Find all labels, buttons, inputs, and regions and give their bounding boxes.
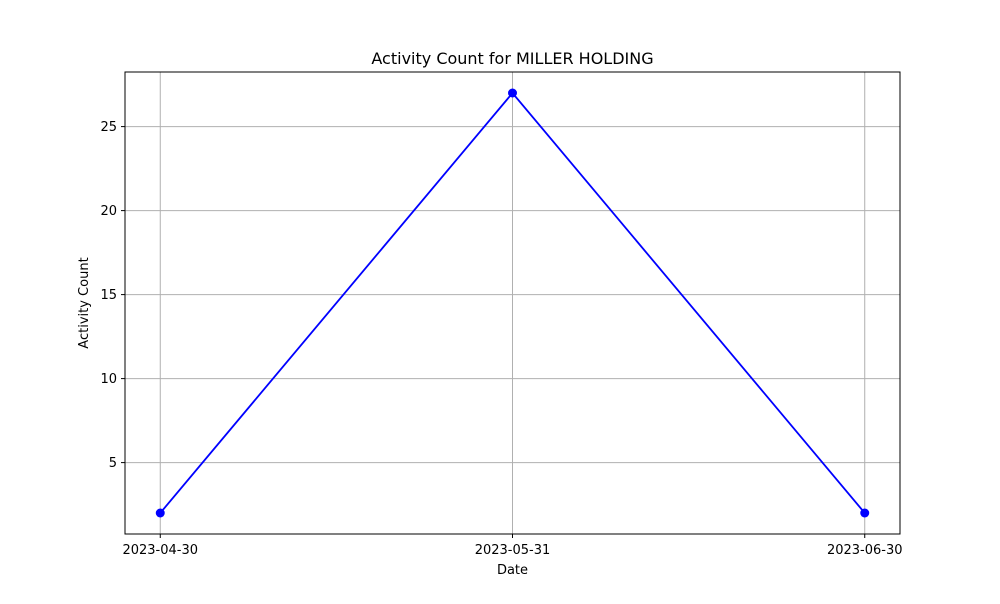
y-tick-label: 10 [100,372,117,387]
x-tick-label: 2023-04-30 [122,543,198,558]
data-point-marker [860,508,870,518]
y-tick-label: 20 [100,204,117,219]
y-tick-label: 5 [109,456,117,471]
series-layer [155,88,870,518]
data-point-marker [155,508,165,518]
tick-layer: 2023-04-30 2023-05-31 2023-06-30 5 10 15 20 25 [100,120,902,558]
y-axis-label: Activity Count [77,257,92,348]
chart-title: Activity Count for MILLER HOLDING [371,49,653,68]
y-tick-label: 25 [100,120,117,135]
y-tick-label: 15 [100,288,117,303]
grid-layer [125,72,900,534]
data-point-marker [508,88,517,98]
x-tick-label: 2023-05-31 [475,543,551,558]
x-axis-label: Date [497,563,528,578]
x-tick-label: 2023-06-30 [827,543,903,558]
